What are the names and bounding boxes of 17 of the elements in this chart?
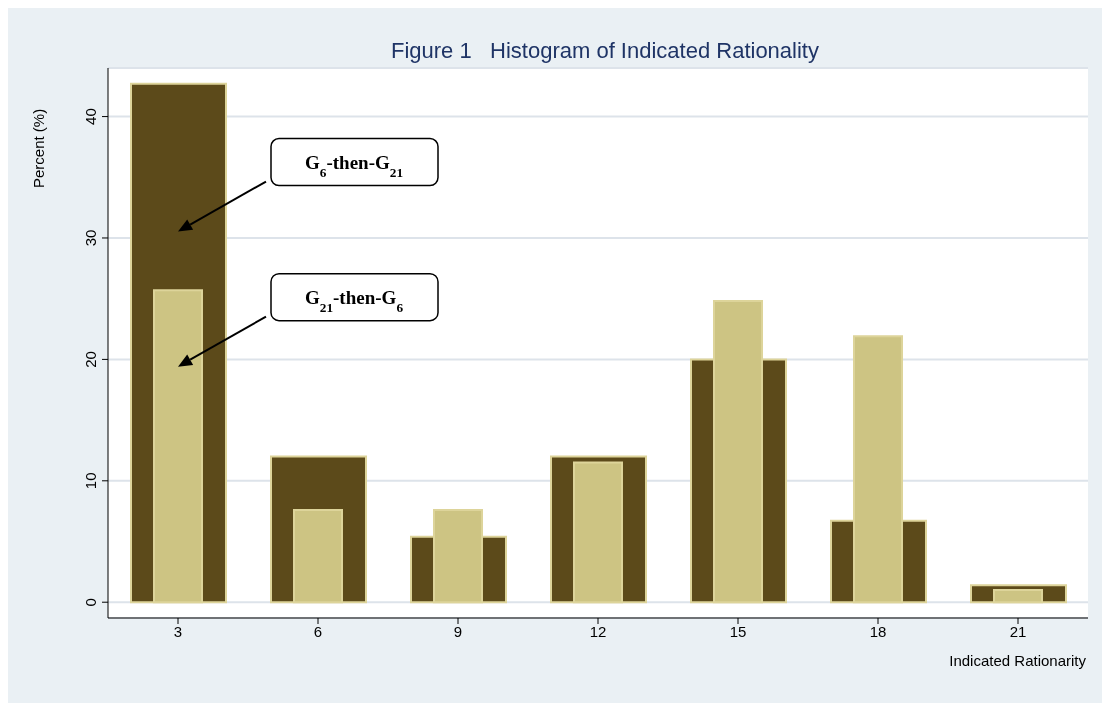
annotation: G$_{21}$-then-G$_{6}$ (304, 286, 404, 315)
x-tick-label: 9 (453, 622, 463, 640)
x-tick-label: 21 (1009, 622, 1027, 640)
y-axis-title: Percent (%) (30, 108, 47, 188)
x-tick-label: 3 (173, 622, 183, 640)
y-tick-label: 0 (82, 598, 99, 607)
x-tick-label: 15 (729, 622, 747, 640)
chart-title: Figure 1 Histogram of Indicated Rationality (390, 38, 820, 64)
y-tick-label: 20 (82, 351, 99, 368)
x-tick-label: 12 (589, 622, 607, 640)
y-tick-label: 30 (82, 229, 99, 247)
x-axis-title: Indicated Rationarity (949, 652, 1087, 669)
x-tick-label: 6 (313, 622, 323, 640)
y-tick-label: 40 (82, 108, 99, 125)
y-tick-label: 10 (82, 472, 99, 490)
x-tick-label: 18 (869, 622, 887, 640)
annotation: G$_{6}$-then-G$_{21}$ (304, 151, 404, 180)
